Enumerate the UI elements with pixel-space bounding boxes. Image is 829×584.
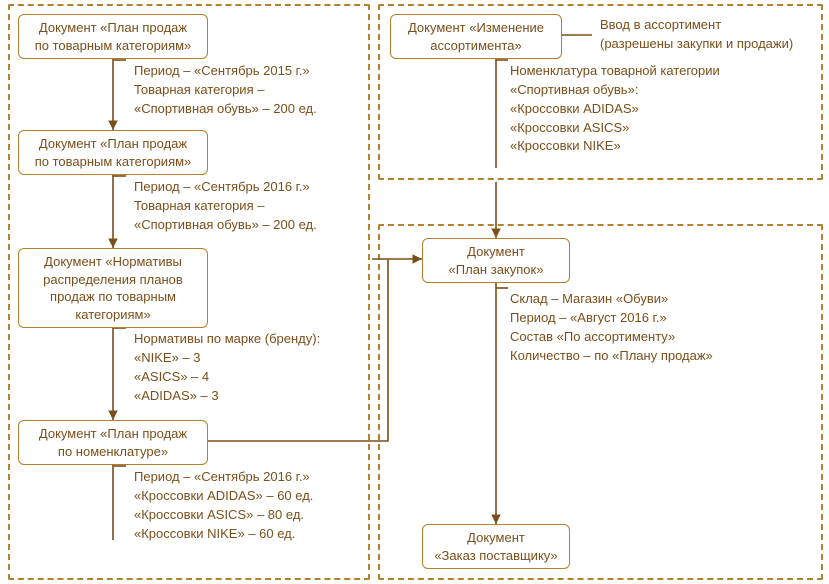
- annot-0-line-0: Период – «Сентябрь 2015 г.»: [134, 62, 317, 81]
- annot-6: Склад – Магазин «Обуви»Период – «Август …: [510, 290, 713, 365]
- node-n1-line-0: Документ «План продаж: [27, 19, 199, 37]
- node-n6-line-0: Документ: [431, 243, 561, 261]
- annot-0: Период – «Сентябрь 2015 г.»Товарная кате…: [134, 62, 317, 119]
- annot-6-line-1: Период – «Август 2016 г.»: [510, 309, 713, 328]
- annot-3-line-3: «Кроссовки NIKE» – 60 ед.: [134, 525, 313, 544]
- annot-2-line-2: «ASICS» – 4: [134, 368, 320, 387]
- annot-4-line-0: Ввод в ассортимент: [600, 16, 793, 35]
- annot-2-line-1: «NIKE» – 3: [134, 349, 320, 368]
- node-n1: Документ «План продажпо товарным категор…: [18, 14, 208, 59]
- annot-6-line-2: Состав «По ассортименту»: [510, 328, 713, 347]
- annot-3-line-2: «Кроссовки ASICS» – 80 ед.: [134, 506, 313, 525]
- node-n6: Документ«План закупок»: [422, 238, 570, 283]
- annot-5: Номенклатура товарной категории«Спортивн…: [510, 62, 720, 156]
- node-n2-line-1: по товарным категориям»: [27, 153, 199, 171]
- annot-5-line-1: «Спортивная обувь»:: [510, 81, 720, 100]
- node-n4-line-1: по номенклатуре»: [27, 443, 199, 461]
- annot-2: Нормативы по марке (бренду):«NIKE» – 3«A…: [134, 330, 320, 405]
- annot-3: Период – «Сентябрь 2016 г.»«Кроссовки AD…: [134, 468, 313, 543]
- annot-4: Ввод в ассортимент(разрешены закупки и п…: [600, 16, 793, 54]
- annot-4-line-1: (разрешены закупки и продажи): [600, 35, 793, 54]
- node-n3-line-1: распределения планов: [27, 271, 199, 289]
- annot-1-line-0: Период – «Сентябрь 2016 г.»: [134, 178, 317, 197]
- annot-5-line-2: «Кроссовки ADIDAS»: [510, 100, 720, 119]
- node-n2-line-0: Документ «План продаж: [27, 135, 199, 153]
- annot-0-line-1: Товарная категория –: [134, 81, 317, 100]
- node-n1-line-1: по товарным категориям»: [27, 37, 199, 55]
- annot-5-line-3: «Кроссовки ASICS»: [510, 119, 720, 138]
- annot-5-line-0: Номенклатура товарной категории: [510, 62, 720, 81]
- annot-2-line-0: Нормативы по марке (бренду):: [134, 330, 320, 349]
- annot-1-line-1: Товарная категория –: [134, 197, 317, 216]
- annot-2-line-3: «ADIDAS» – 3: [134, 387, 320, 406]
- annot-6-line-3: Количество – по «Плану продаж»: [510, 347, 713, 366]
- annot-3-line-1: «Кроссовки ADIDAS» – 60 ед.: [134, 487, 313, 506]
- node-n2: Документ «План продажпо товарным категор…: [18, 130, 208, 175]
- annot-0-line-2: «Спортивная обувь» – 200 ед.: [134, 100, 317, 119]
- annot-6-line-0: Склад – Магазин «Обуви»: [510, 290, 713, 309]
- node-n7-line-1: «Заказ поставщику»: [431, 547, 561, 565]
- annot-5-line-4: «Кроссовки NIKE»: [510, 137, 720, 156]
- node-n7-line-0: Документ: [431, 529, 561, 547]
- node-n6-line-1: «План закупок»: [431, 261, 561, 279]
- node-n4-line-0: Документ «План продаж: [27, 425, 199, 443]
- node-n5-line-1: ассортимента»: [399, 37, 553, 55]
- annot-1: Период – «Сентябрь 2016 г.»Товарная кате…: [134, 178, 317, 235]
- node-n4: Документ «План продажпо номенклатуре»: [18, 420, 208, 465]
- annot-1-line-2: «Спортивная обувь» – 200 ед.: [134, 216, 317, 235]
- node-n3-line-0: Документ «Нормативы: [27, 253, 199, 271]
- node-n3-line-2: продаж по товарным: [27, 288, 199, 306]
- node-n5: Документ «Изменениеассортимента»: [390, 14, 562, 59]
- annot-3-line-0: Период – «Сентябрь 2016 г.»: [134, 468, 313, 487]
- node-n5-line-0: Документ «Изменение: [399, 19, 553, 37]
- node-n7: Документ«Заказ поставщику»: [422, 524, 570, 569]
- node-n3-line-3: категориям»: [27, 306, 199, 324]
- node-n3: Документ «Нормативыраспределения плановп…: [18, 248, 208, 328]
